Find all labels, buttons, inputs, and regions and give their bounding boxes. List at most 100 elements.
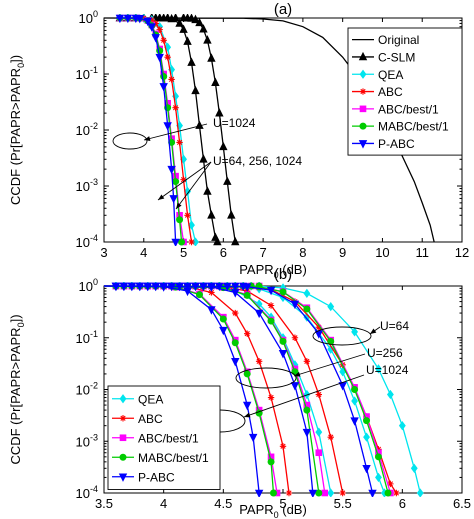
data-point [184,186,191,197]
data-point [147,23,156,32]
chart-panel-b: (b)3.5 4 4.5 5 5.5 6 6.510010-110-210-310-4PAP… [8,266,471,519]
annotations: U=1024 U=64, 256, 1024 [112,116,302,210]
y-tick-exponent: -1 [90,329,98,339]
data-point [239,282,248,292]
x-tick-label: 4 [160,496,167,511]
data-point [172,104,179,111]
legend-marker [119,453,127,461]
annotation-arrowhead [294,371,301,377]
x-tick-label: 3.5 [95,496,113,511]
data-point [315,323,322,331]
data-point [207,282,216,292]
x-tick-label: 12 [455,245,469,260]
annotation-arrow [293,353,366,377]
data-point [155,53,164,63]
data-point [167,282,176,292]
y-tick-label: 100 [79,9,98,26]
legend-entry: QEA [378,68,403,82]
data-point [199,24,208,33]
y-tick-mantissa: 10 [76,383,90,398]
data-point [143,282,152,292]
data-point [203,186,212,195]
data-point [351,386,359,393]
legend-marker [359,122,367,130]
legend-marker [359,69,367,79]
data-point [327,433,334,441]
annotation-arrow [143,123,208,141]
y-tick-label: 10-2 [76,381,98,398]
y-tick-label: 10-2 [76,121,98,138]
legend-entry: C-SLM [378,50,415,64]
data-point [327,488,335,497]
data-point [159,83,168,92]
data-point [219,141,228,151]
y-tick-exponent: -3 [90,177,98,187]
legend-entry: MABC/best/1 [378,120,449,134]
data-point [231,236,240,246]
annotation-arrowhead [158,194,165,200]
data-point [398,421,406,431]
legend-entry: P-ABC [378,137,415,151]
data-point [219,326,228,336]
data-point [243,291,251,299]
x-label-unit: (dB) [279,502,307,517]
x-label-main: PAPR [239,502,273,517]
data-point [410,463,418,473]
y-tick-mantissa: 10 [76,434,90,449]
data-point [148,16,155,24]
data-point [384,489,392,497]
legend-marker [119,394,127,404]
annotation-arrow [243,374,365,418]
y-tick-label: 10-1 [76,329,98,346]
annotation-arrow [157,161,212,201]
data-point [416,488,424,497]
legend-entry: ABC [138,412,163,426]
x-tick-label: 4 [140,245,147,260]
data-point [269,489,277,497]
data-point [248,433,258,443]
annotation-label: U=64, 256, 1024 [213,154,302,168]
chart-panel-a: (a)3 4 5 6 7 8 9 10 11 1210010-110-210-310-4PAPR0… [8,1,469,280]
data-point [159,14,168,22]
data-point [115,14,125,24]
x-tick-label: 5 [180,245,187,260]
series-group [104,14,435,246]
data-point [363,417,371,425]
annotation-arrow [175,161,212,210]
series-group [104,282,424,497]
x-tick-label: 11 [415,245,429,260]
x-label-sub: 0 [274,510,279,519]
data-point [159,282,168,292]
data-point [208,289,215,296]
legend-entry: P-ABC [138,470,175,484]
x-label-sub: 0 [274,270,279,280]
data-point [199,154,208,163]
data-point [285,489,293,497]
y-label-sub: 0 [16,63,26,68]
data-point [243,370,251,378]
data-point [223,176,232,185]
data-point [315,391,322,398]
data-point [213,236,222,246]
data-point [160,37,167,44]
data-point [207,53,216,62]
legend-marker [358,51,368,61]
x-axis-label: PAPR0 (dB) [239,502,307,519]
panel-title: (a) [274,1,292,18]
x-tick-label: 3 [100,245,107,260]
data-point [255,358,263,365]
data-point [368,489,377,497]
legend-entry: Original [378,33,419,47]
data-point [350,417,359,426]
y-label-end: ]) [8,55,23,63]
data-point [351,396,359,406]
data-point [191,85,200,95]
y-tick-exponent: -2 [90,381,98,391]
data-point [315,489,323,497]
y-label-main: CCDF (Pr[PAPR>PAPR [8,327,23,464]
data-point [168,76,175,83]
series-line-c-slm [115,17,236,243]
annotation-arrowhead [144,136,151,141]
data-point [127,282,137,292]
